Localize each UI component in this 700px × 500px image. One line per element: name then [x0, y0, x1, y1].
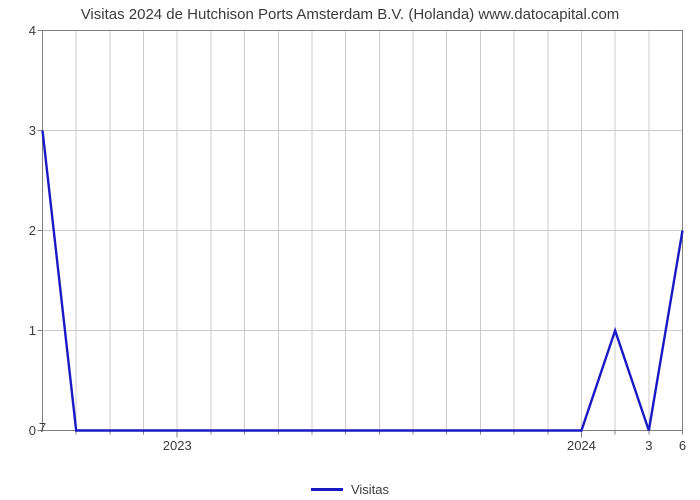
x-tick-label: 2023 — [157, 438, 197, 453]
x-tick-label: 2024 — [561, 438, 601, 453]
legend-item: Visitas — [311, 482, 389, 497]
y-tick-label: 3 — [8, 123, 36, 138]
legend-swatch — [311, 488, 343, 491]
chart-container: Visitas 2024 de Hutchison Ports Amsterda… — [0, 0, 700, 500]
chart-legend: Visitas — [0, 478, 700, 497]
y-tick-label: 2 — [8, 223, 36, 238]
x-extra-label: 3 — [639, 438, 659, 453]
y-tick-label: 1 — [8, 323, 36, 338]
chart-plot — [42, 30, 684, 442]
legend-label: Visitas — [351, 482, 389, 497]
y-tick-label: 4 — [8, 23, 36, 38]
chart-title: Visitas 2024 de Hutchison Ports Amsterda… — [0, 6, 700, 23]
x-extra-label: 6 — [673, 438, 693, 453]
x-extra-label: 7 — [33, 420, 53, 435]
